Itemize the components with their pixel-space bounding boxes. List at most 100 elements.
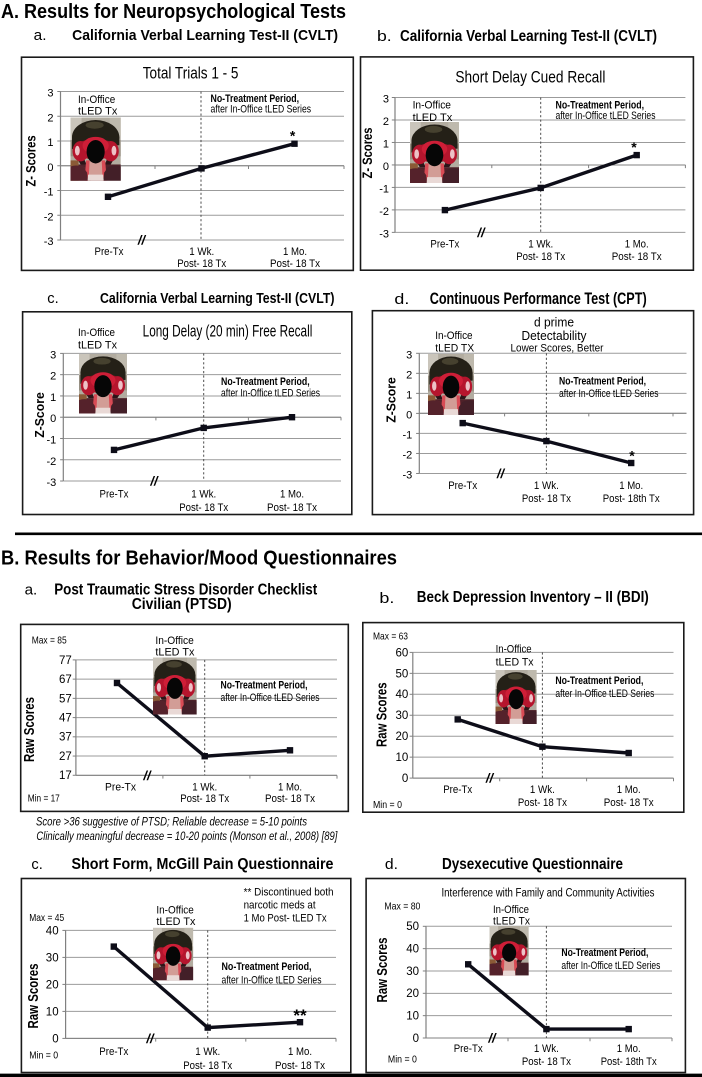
svg-text://: //: [487, 1031, 497, 1046]
svg-text:Post- 18 Tx: Post- 18 Tx: [270, 258, 320, 270]
svg-text:1 Mo Post- tLED Tx: 1 Mo Post- tLED Tx: [244, 913, 327, 925]
svg-text:Pre-Tx: Pre-Tx: [99, 1046, 128, 1058]
svg-text:after In-Office tLED Series: after In-Office tLED Series: [221, 692, 320, 704]
svg-text:17: 17: [59, 770, 72, 782]
svg-text:1 Wk.: 1 Wk.: [192, 782, 217, 794]
svg-text:3: 3: [50, 349, 56, 361]
svg-text:after In-Office tLED Series: after In-Office tLED Series: [561, 960, 660, 972]
svg-text:Pre-Tx: Pre-Tx: [443, 784, 472, 796]
svg-text:c.: c.: [31, 856, 42, 873]
svg-text:50: 50: [406, 921, 419, 933]
svg-text:d.: d.: [394, 291, 409, 308]
svg-text://: //: [485, 771, 495, 786]
svg-text:10: 10: [46, 1006, 59, 1018]
svg-text:Pre-Tx: Pre-Tx: [448, 480, 477, 492]
svg-text:30: 30: [46, 952, 59, 964]
svg-text:Long Delay (20 min) Free Recal: Long Delay (20 min) Free Recall: [143, 323, 313, 341]
svg-text:Dysexecutive Questionnaire: Dysexecutive Questionnaire: [442, 856, 623, 873]
svg-text:1: 1: [406, 389, 412, 401]
svg-text:Short Form, McGill Pain Questi: Short Form, McGill Pain Questionnaire: [72, 856, 334, 873]
svg-text:Pre-Tx: Pre-Tx: [454, 1043, 483, 1055]
svg-text:0: 0: [52, 1033, 58, 1045]
svg-text://: //: [137, 233, 147, 248]
svg-text:1 Mo.: 1 Mo.: [283, 246, 307, 258]
svg-text:tLED Tx: tLED Tx: [78, 106, 118, 118]
svg-text:Post- 18 Tx: Post- 18 Tx: [177, 258, 226, 270]
svg-text:3: 3: [383, 94, 389, 106]
svg-text:Beck Depression Inventory – II: Beck Depression Inventory – II (BDI): [417, 589, 649, 606]
svg-text:40: 40: [46, 925, 59, 937]
svg-text:-2: -2: [403, 449, 413, 461]
svg-text:after In-Office tLED Series: after In-Office tLED Series: [556, 110, 656, 122]
svg-text:Civilian (PTSD): Civilian (PTSD): [132, 596, 232, 613]
svg-text:**: **: [293, 1006, 307, 1025]
svg-text:In-Office: In-Office: [435, 330, 472, 342]
svg-text:Z-Score: Z-Score: [384, 377, 399, 423]
svg-text:60: 60: [396, 647, 409, 659]
svg-text:c.: c.: [47, 290, 58, 307]
svg-text:Post- 18 Tx: Post- 18 Tx: [604, 797, 654, 809]
svg-text:*: *: [290, 127, 296, 143]
svg-text:No-Treatment Period,: No-Treatment Period,: [222, 961, 312, 973]
svg-text:1 Mo.: 1 Mo.: [280, 489, 304, 501]
svg-text:Pre-Tx: Pre-Tx: [430, 238, 459, 250]
svg-text:Z-Score: Z-Score: [32, 392, 47, 438]
svg-text:B. Results for Behavior/Mood Q: B. Results for Behavior/Mood Questionnai…: [1, 547, 397, 569]
svg-text:Post- 18th Tx: Post- 18th Tx: [603, 493, 660, 505]
svg-text:20: 20: [46, 979, 59, 991]
svg-text:No-Treatment Period,: No-Treatment Period,: [221, 680, 308, 692]
svg-text:40: 40: [406, 944, 419, 956]
svg-text:27: 27: [59, 751, 72, 763]
svg-text:1: 1: [383, 138, 389, 150]
svg-text:-1: -1: [379, 183, 389, 195]
svg-text:Raw Scores: Raw Scores: [26, 964, 42, 1029]
svg-text:In-Office: In-Office: [78, 94, 115, 106]
svg-text:-1: -1: [47, 434, 57, 446]
svg-text:In-Office: In-Office: [496, 644, 532, 656]
svg-text:Max = 45: Max = 45: [29, 912, 64, 924]
svg-text:50: 50: [396, 668, 409, 680]
svg-text://: //: [149, 474, 159, 489]
svg-text:after In-Office tLED Series: after In-Office tLED Series: [559, 388, 659, 400]
svg-text:Post- 18 Tx: Post- 18 Tx: [183, 1060, 232, 1072]
svg-text:-2: -2: [379, 206, 389, 218]
svg-text:Continuous Performance Test (C: Continuous Performance Test (CPT): [430, 290, 647, 308]
svg-text:tLED Tx: tLED Tx: [156, 916, 196, 928]
svg-text:2: 2: [47, 112, 53, 124]
svg-text:California Verbal Learning Tes: California Verbal Learning Test-II (CVLT…: [400, 28, 657, 45]
svg-text:a.: a.: [25, 582, 38, 599]
svg-text:1 Wk.: 1 Wk.: [530, 784, 555, 796]
svg-text:-3: -3: [403, 469, 413, 481]
svg-text:Clinically meaningful decrease: Clinically meaningful decrease = 10-20 p…: [36, 831, 338, 843]
svg-text:Post- 18 Tx: Post- 18 Tx: [612, 251, 662, 263]
svg-text:57: 57: [59, 693, 72, 705]
svg-text:California Verbal Learning Tes: California Verbal Learning Test-II (CVLT…: [72, 27, 338, 44]
svg-text:Max = 80: Max = 80: [384, 901, 420, 913]
svg-text:-2: -2: [47, 456, 57, 468]
svg-text:1 Mo.: 1 Mo.: [617, 784, 641, 796]
svg-text:*: *: [631, 139, 637, 155]
svg-text:Post- 18 Tx: Post- 18 Tx: [522, 493, 571, 505]
svg-text:Raw Scores: Raw Scores: [375, 938, 391, 1003]
svg-text:1 Wk.: 1 Wk.: [528, 238, 553, 250]
svg-text:Pre-Tx: Pre-Tx: [105, 782, 136, 794]
svg-text:Post- 18th Tx: Post- 18th Tx: [601, 1056, 657, 1068]
svg-text:47: 47: [59, 712, 72, 724]
svg-text:In-Office: In-Office: [155, 635, 193, 647]
svg-text:-1: -1: [44, 187, 54, 199]
svg-text:No-Treatment Period,: No-Treatment Period,: [211, 93, 300, 105]
svg-text:1 Wk.: 1 Wk.: [195, 1046, 220, 1058]
svg-text:** Discontinued both: ** Discontinued both: [244, 887, 334, 899]
svg-text:Detectability: Detectability: [522, 329, 588, 343]
svg-text:Short Delay Cued Recall: Short Delay Cued Recall: [455, 67, 605, 86]
svg-text:Lower Scores, Better: Lower Scores, Better: [511, 343, 604, 355]
svg-text:1 Wk.: 1 Wk.: [189, 246, 214, 258]
svg-text:Raw Scores: Raw Scores: [22, 697, 38, 762]
svg-text:Max = 85: Max = 85: [32, 635, 67, 647]
svg-text:0: 0: [50, 413, 56, 425]
svg-text://: //: [476, 225, 486, 240]
svg-text:Max = 63: Max = 63: [373, 631, 408, 643]
svg-text:Interference with Family and C: Interference with Family and Community A…: [442, 888, 655, 900]
svg-text:-2: -2: [44, 211, 54, 223]
svg-text:No-Treatment Period,: No-Treatment Period,: [555, 675, 643, 687]
